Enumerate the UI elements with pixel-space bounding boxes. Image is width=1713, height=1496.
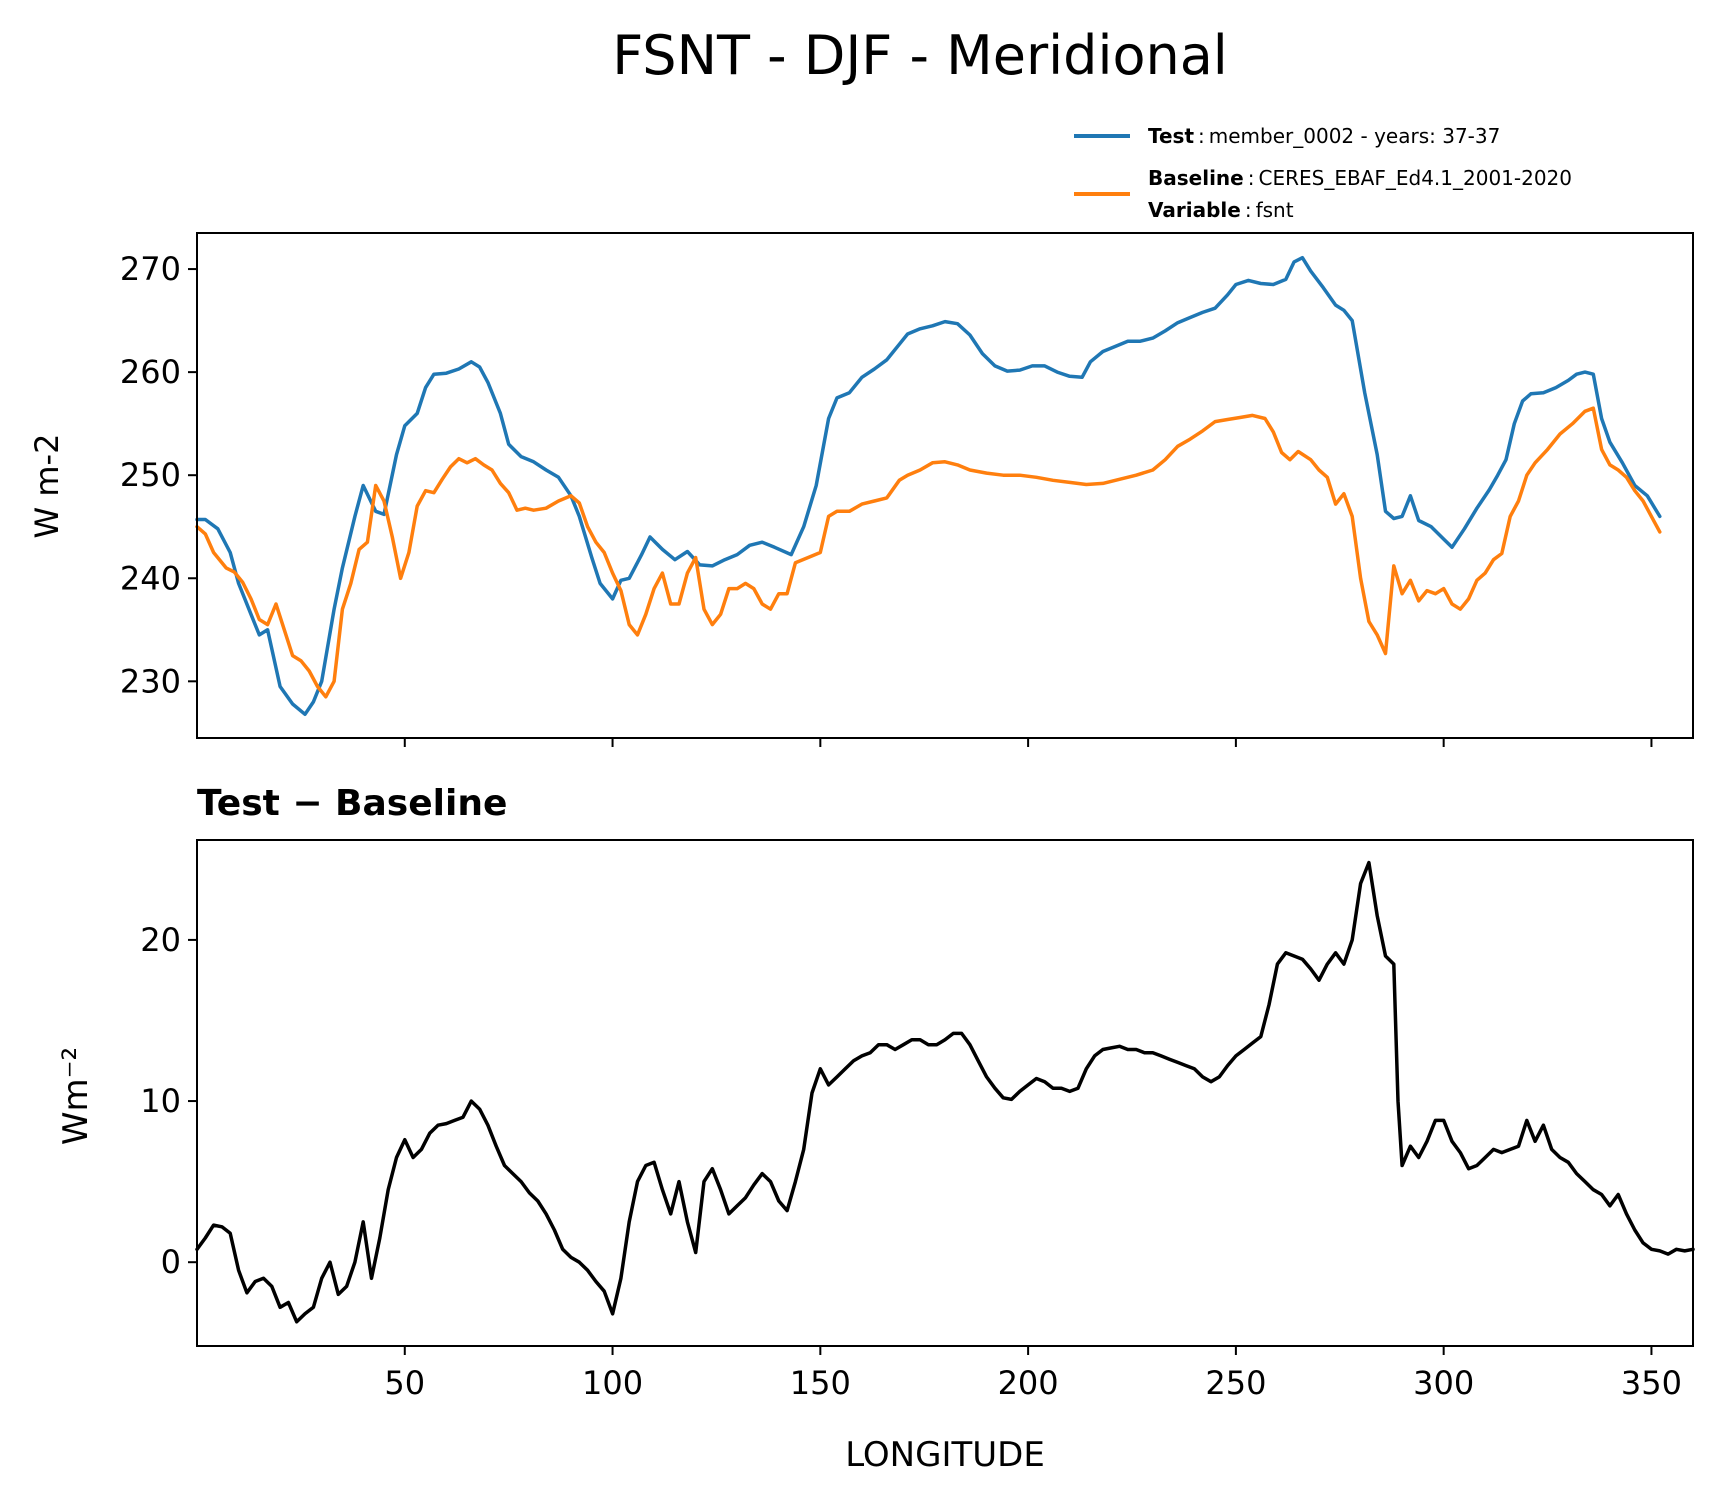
legend-variable-key: Variable [1148,198,1241,222]
top-axes-frame [196,232,1694,739]
legend-test-key: Test [1148,124,1194,148]
legend-baseline-key: Baseline [1148,166,1244,190]
legend-test-label: Test: member_0002 - years: 37-37 [1148,124,1500,148]
legend: Test: member_0002 - years: 37-37 Baseline… [1074,124,1572,222]
bottom-x-tick-label: 150 [790,1364,851,1402]
bottom-panel: Test − Baseline 0 10 20 50 100 150 200 250 300 3… [56,783,1695,1475]
legend-baseline-label: Baseline: CERES_EBAF_Ed4.1_2001-2020 [1148,166,1572,190]
legend-variable-value: fsnt [1256,198,1294,222]
bottom-x-tick-label: 100 [582,1364,643,1402]
top-y-axis-label: W m-2 [28,434,66,539]
legend-variable-sep: : [1245,198,1252,222]
legend-test-sep: : [1198,124,1205,148]
bottom-x-axis-label: LONGITUDE [845,1435,1045,1475]
top-y-tick-label: 260 [120,353,181,391]
bottom-x-tick-label: 250 [1205,1364,1266,1402]
bottom-x-ticks: 50 100 150 200 250 300 350 [384,1346,1682,1402]
bottom-x-tick-label: 200 [998,1364,1059,1402]
top-series-group [195,255,1662,717]
bottom-y-ticks: 0 10 20 [140,921,197,1281]
bottom-y-tick-label: 0 [161,1243,181,1281]
bottom-y-tick-label: 20 [140,921,181,959]
top-panel: 230 240 250 260 270 W m-2 [28,232,1694,747]
bottom-y-axis-label: Wm⁻² [56,1047,96,1145]
top-series-line-test [195,255,1662,717]
top-series-line-baseline [195,406,1662,699]
legend-baseline-value: CERES_EBAF_Ed4.1_2001-2020 [1258,166,1572,190]
bottom-x-tick-label: 300 [1413,1364,1474,1402]
legend-variable-label: Variable: fsnt [1148,198,1294,222]
bottom-x-tick-label: 50 [384,1364,425,1402]
top-y-tick-label: 270 [120,250,181,288]
bottom-y-tick-label: 10 [140,1082,181,1120]
bottom-series-group [195,860,1695,1324]
bottom-x-tick-label: 350 [1621,1364,1682,1402]
bottom-axes-frame [196,839,1694,1347]
figure-title: FSNT - DJF - Meridional [612,24,1228,87]
top-y-tick-label: 230 [120,662,181,700]
bottom-panel-title: Test − Baseline [197,783,507,824]
legend-test-value: member_0002 - years: 37-37 [1209,124,1501,148]
top-y-tick-label: 240 [120,559,181,597]
bottom-series-line-test-baseline [195,860,1695,1324]
top-y-ticks: 230 240 250 260 270 [120,250,197,700]
top-y-tick-label: 250 [120,456,181,494]
top-x-ticks [403,738,1653,747]
legend-baseline-sep: : [1248,166,1255,190]
